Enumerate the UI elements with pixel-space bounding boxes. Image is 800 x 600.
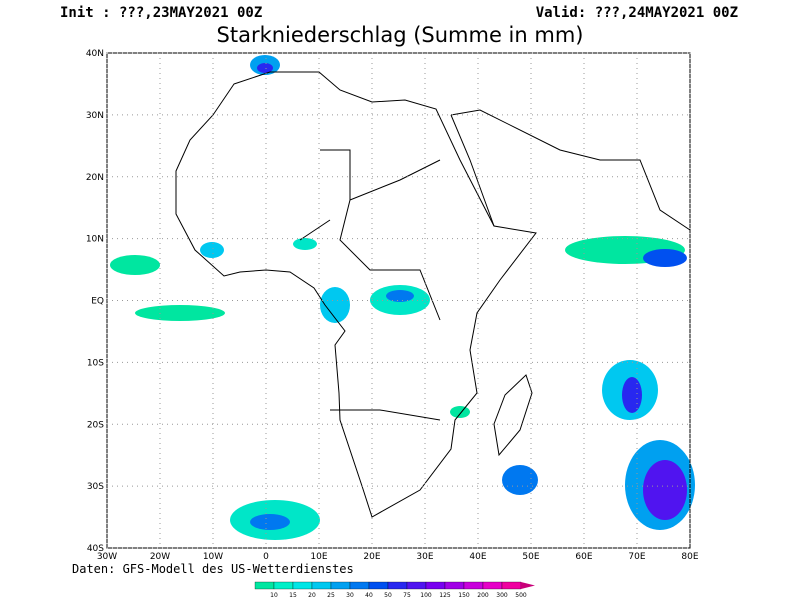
- lon-label: 10W: [203, 552, 223, 562]
- lon-label: 40E: [469, 552, 486, 562]
- lon-label: 30E: [416, 552, 433, 562]
- lon-label: 20E: [363, 552, 380, 562]
- coastlines: [175, 71, 691, 518]
- colorbar-label: 50: [384, 592, 392, 599]
- colorbar-label: 40: [365, 592, 373, 599]
- data-source: Daten: GFS-Modell des US-Wetterdienstes: [72, 562, 354, 576]
- lon-label: 50E: [522, 552, 539, 562]
- lat-label: 10S: [87, 358, 104, 368]
- colorbar-swatch: [463, 581, 484, 590]
- lon-label: 60E: [575, 552, 592, 562]
- colorbar-swatch: [349, 581, 370, 590]
- colorbar-label: 75: [403, 592, 411, 599]
- lat-label: 40N: [86, 49, 104, 59]
- lon-label: 10E: [310, 552, 327, 562]
- lat-label: 10N: [86, 235, 104, 245]
- colorbar-swatch: [292, 581, 313, 590]
- lat-label: 20N: [86, 173, 104, 183]
- colorbar-label: 150: [458, 592, 470, 599]
- colorbar-swatch: [444, 581, 465, 590]
- colorbar-label: 25: [327, 592, 335, 599]
- map-title: Starkniederschlag (Summe in mm): [217, 23, 584, 47]
- colorbar-swatch: [330, 581, 351, 590]
- colorbar-label: 100: [420, 592, 432, 599]
- lon-label: 80E: [681, 552, 698, 562]
- lat-label: 30S: [87, 482, 104, 492]
- colorbar-swatch: [311, 581, 332, 590]
- colorbar-swatch: [482, 581, 503, 590]
- colorbar-swatch: [521, 582, 535, 589]
- colorbar-label: 300: [496, 592, 508, 599]
- colorbar-label: 125: [439, 592, 451, 599]
- lat-label: 30N: [86, 111, 104, 121]
- lon-label: 70E: [628, 552, 645, 562]
- colorbar-label: 15: [289, 592, 297, 599]
- init-time: Init : ???,23MAY2021 00Z: [60, 5, 262, 21]
- lon-label: 30W: [97, 552, 117, 562]
- colorbar-swatch: [273, 581, 294, 590]
- lon-label: 0: [263, 552, 269, 562]
- lat-label: 20S: [87, 420, 104, 430]
- lon-label: 20W: [150, 552, 170, 562]
- colorbar-swatch: [368, 581, 389, 590]
- colorbar-swatch: [501, 581, 522, 590]
- colorbar-label: 500: [515, 592, 527, 599]
- colorbar-swatch: [254, 581, 275, 590]
- colorbar-swatch: [387, 581, 408, 590]
- lat-label: 40S: [87, 544, 104, 554]
- colorbar-swatch: [425, 581, 446, 590]
- precipitation: [110, 55, 695, 540]
- lat-label: EQ: [91, 297, 104, 307]
- valid-time: Valid: ???,24MAY2021 00Z: [536, 5, 738, 21]
- colorbar-label: 10: [270, 592, 278, 599]
- colorbar-label: 20: [308, 592, 316, 599]
- colorbar-label: 30: [346, 592, 354, 599]
- colorbar-swatch: [406, 581, 427, 590]
- colorbar-label: 200: [477, 592, 489, 599]
